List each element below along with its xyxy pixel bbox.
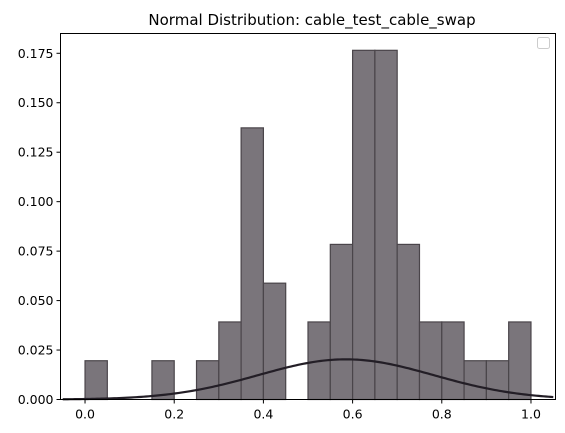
x-tick-label: 1.0 [521, 407, 541, 422]
histogram-bar [85, 361, 107, 400]
legend-box [538, 38, 550, 49]
histogram-bars [85, 50, 531, 399]
histogram-bar [241, 128, 263, 400]
histogram-bar [442, 322, 464, 400]
chart-title: Normal Distribution: cable_test_cable_sw… [148, 11, 475, 30]
histogram-bar [330, 244, 352, 399]
y-axis: 0.000 0.025 0.050 0.075 0.100 0.125 0.150 0.175 [18, 46, 61, 407]
y-tick-label: 0.175 [18, 46, 54, 61]
x-tick-label: 0.8 [432, 407, 452, 422]
x-tick-label: 0.2 [164, 407, 184, 422]
histogram-bar [509, 322, 531, 400]
x-tick-label: 0.4 [253, 407, 273, 422]
histogram-bar [353, 50, 375, 399]
histogram-bar [486, 361, 508, 400]
y-tick-label: 0.100 [18, 194, 54, 209]
histogram-bar [197, 361, 219, 400]
x-axis: 0.0 0.2 0.4 0.6 0.8 1.0 [75, 400, 541, 422]
y-tick-label: 0.150 [18, 95, 54, 110]
x-tick-label: 0.0 [75, 407, 95, 422]
y-tick-label: 0.075 [18, 244, 54, 259]
y-tick-label: 0.000 [18, 392, 54, 407]
histogram-bar [219, 322, 241, 400]
histogram-bar [375, 50, 397, 399]
y-tick-label: 0.125 [18, 145, 54, 160]
histogram-bar [464, 361, 486, 400]
y-tick-label: 0.050 [18, 293, 54, 308]
y-tick-label: 0.025 [18, 343, 54, 358]
histogram-bar [397, 244, 419, 399]
x-tick-label: 0.6 [343, 407, 363, 422]
histogram-bar [263, 283, 285, 399]
histogram-bar [419, 322, 441, 400]
